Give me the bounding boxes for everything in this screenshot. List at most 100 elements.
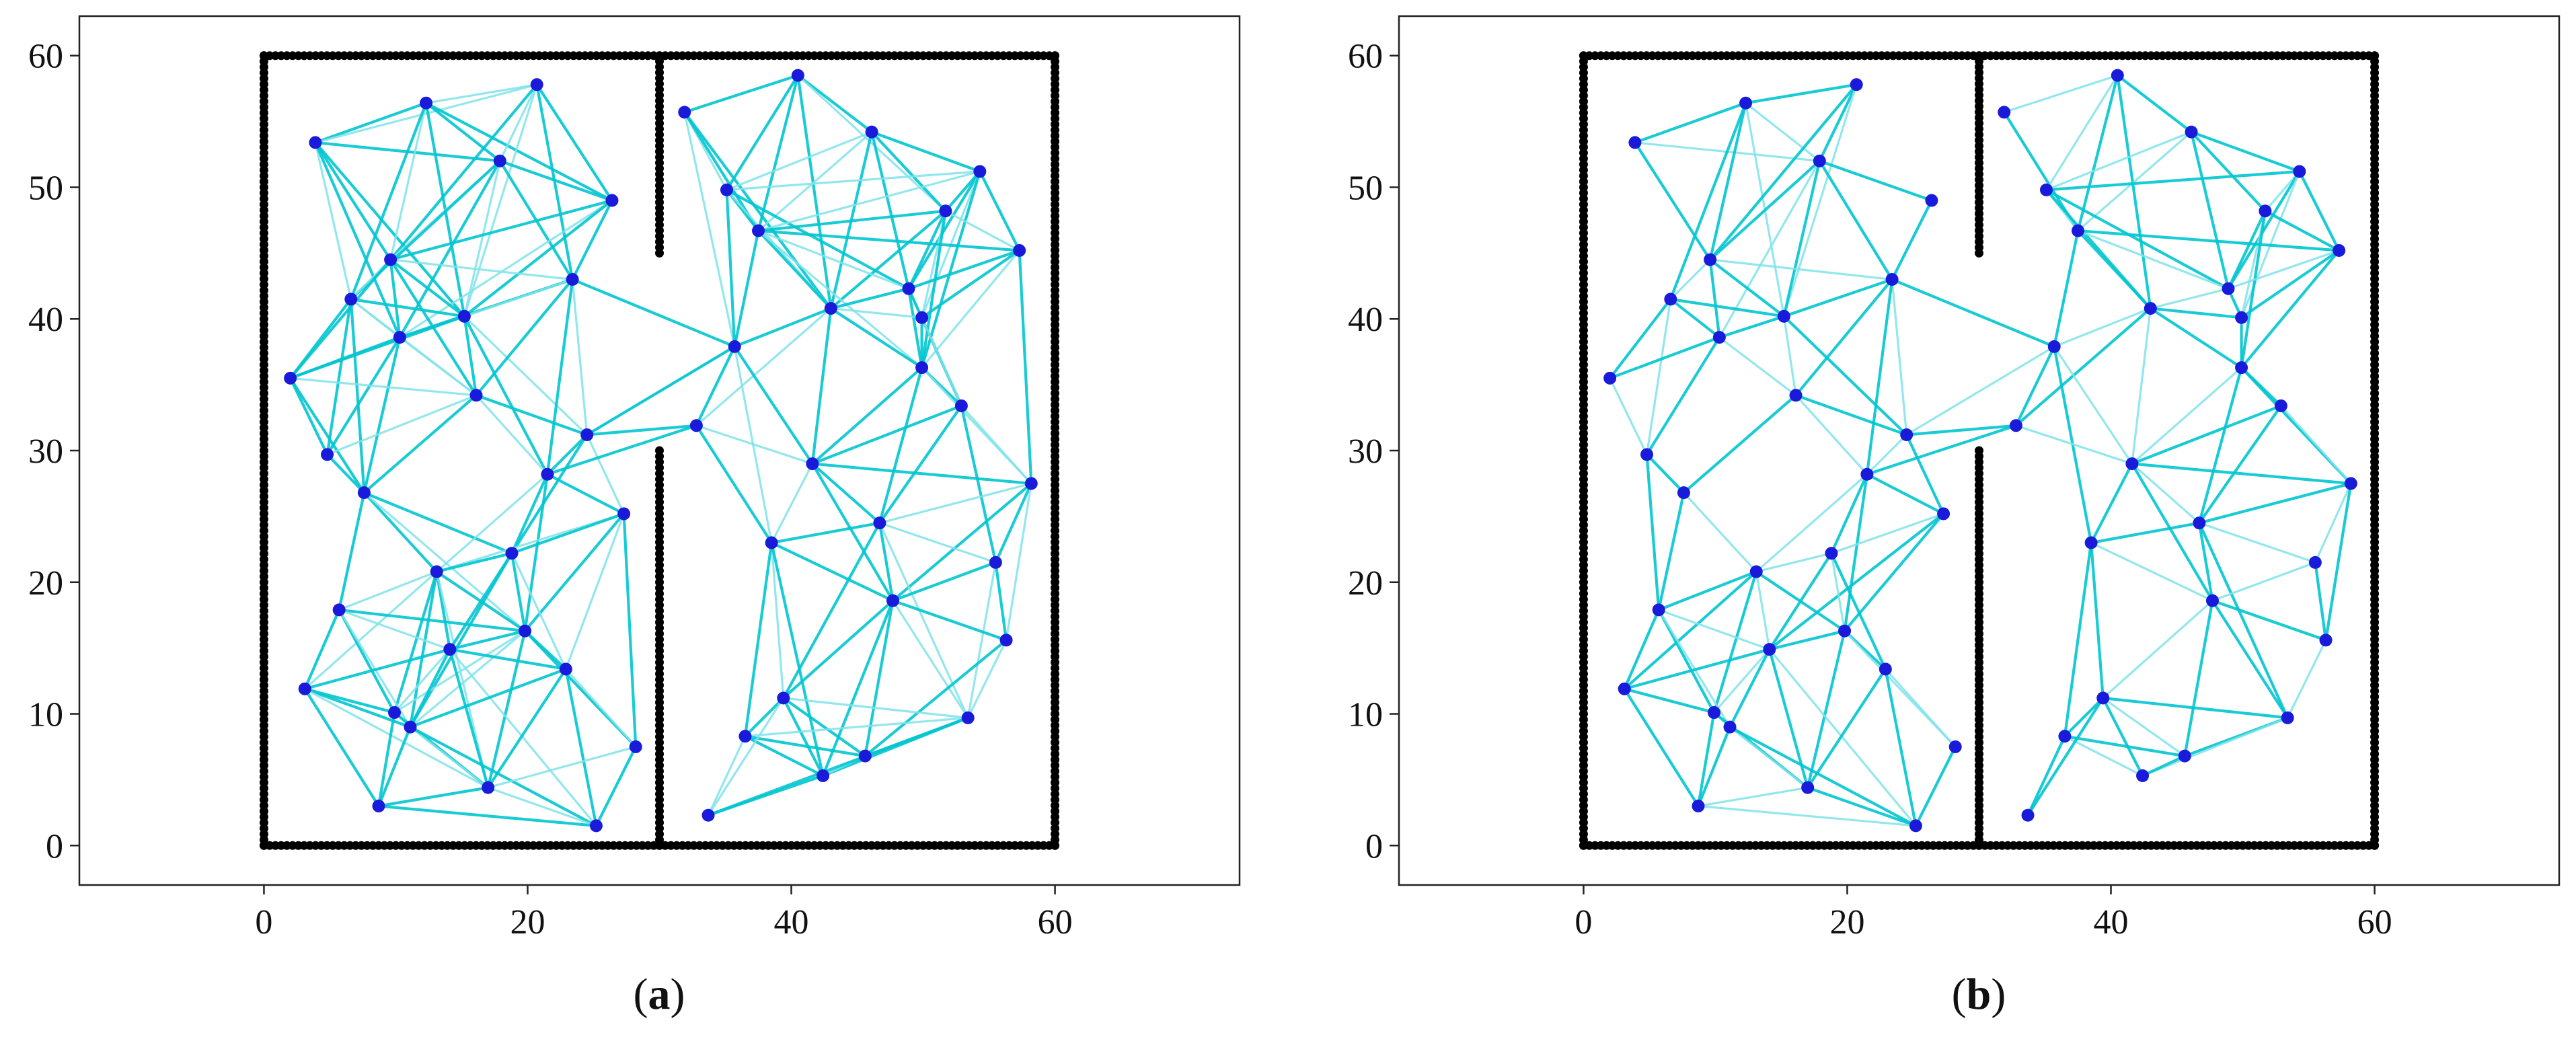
node-a-25 [404,720,417,734]
edge-b-38 [1646,453,1685,494]
edge-a-135 [725,74,800,191]
edge-a-140 [871,130,981,173]
node-b-24 [1707,706,1720,720]
edge-b-119 [2240,249,2340,319]
edge-a-60 [363,394,478,494]
edge-b-151 [2199,522,2316,564]
edge-b-129 [2014,346,2056,426]
edge-a-17 [535,84,574,280]
edge-a-117 [564,668,598,827]
edge-a-72 [546,473,625,515]
edge-b-44 [1657,492,1685,611]
edge-a-5 [313,142,402,338]
x-tick-label-b-0: 0 [1575,903,1592,942]
edge-a-114 [410,667,567,729]
node-b-27 [1801,781,1815,794]
edge-a-73 [436,473,548,573]
node-a-37 [1013,243,1026,257]
wall-a-5 [655,51,664,258]
node-a-35 [939,204,952,218]
edge-b-156 [2211,599,2326,642]
edge-a-8 [425,102,501,162]
edge-b-85 [1698,786,1808,808]
edge-a-156 [758,209,946,233]
edge-b-83 [1697,726,1731,807]
edge-b-136 [2280,405,2352,485]
edge-b-141 [2090,463,2133,543]
edge-a-218 [864,600,895,757]
edge-a-150 [944,170,981,213]
node-b-7 [1712,331,1726,344]
edge-b-106 [2264,170,2301,212]
edge-b-21 [1608,298,1672,379]
edge-b-42 [1906,424,2016,436]
edge-a-175 [831,307,922,319]
edge-b-84 [1914,746,1957,827]
edge-a-123 [410,726,597,827]
edge-a-134 [797,74,873,133]
node-b-0 [1628,136,1642,149]
edge-a-227 [745,734,866,758]
edges-b [1608,74,2353,827]
edge-b-68 [1806,630,1846,788]
edge-b-171 [2026,697,2105,816]
node-a-19 [332,603,346,617]
edge-a-62 [326,453,365,494]
edge-a-203 [771,521,880,545]
edge-b-114 [2078,229,2339,252]
edge-b-3 [1745,83,1857,105]
node-a-2 [530,78,543,91]
wall-dot [1051,51,1060,61]
edge-b-77 [1806,668,1887,789]
edge-b-14 [1782,160,1821,317]
edge-a-94 [338,609,451,651]
caption-a: (a) [634,970,685,1019]
edge-b-125 [2150,307,2242,369]
edge-a-183 [733,346,814,465]
edge-a-133 [683,112,736,347]
edge-a-226 [745,716,969,738]
edge-a-93 [338,608,525,633]
edge-b-15 [1818,160,1893,280]
edge-a-109 [449,648,597,827]
y-tick-label-b-5: 50 [1348,169,1383,207]
edge-a-234 [708,716,969,817]
edge-a-120 [377,712,396,806]
node-b-37 [2333,243,2346,257]
wall-a-4 [655,446,664,850]
edge-b-161 [2063,697,2105,738]
edge-b-130 [2053,346,2133,465]
edge-b-48 [1843,473,1868,631]
edge-b-59 [1768,552,1833,650]
edge-b-49 [1831,512,1944,555]
walls-a [259,51,1060,850]
edge-a-47 [289,315,465,380]
edge-b-60 [1830,552,1887,670]
edge-a-7 [426,83,537,104]
edge-a-145 [726,170,980,191]
edge-a-81 [436,551,513,574]
edge-b-57 [1712,571,1758,714]
axes-b: 0 20 40 60 0 10 20 30 40 50 60 [1348,38,2392,942]
wall-b-4 [1975,446,1983,850]
edge-a-77 [511,512,625,555]
node-b-51 [2319,633,2333,647]
node-a-29 [589,819,603,833]
edge-b-101 [2190,131,2230,289]
node-b-56 [2136,769,2150,783]
node-a-0 [309,136,322,149]
edge-b-159 [2183,600,2214,757]
edge-b-165 [2064,734,2185,758]
edge-a-142 [757,131,873,232]
edge-b-163 [2102,697,2186,757]
node-a-3 [493,154,506,167]
edge-b-150 [2063,542,2093,737]
edge-a-95 [303,609,341,690]
node-a-55 [858,749,872,763]
x-tick-label-a-2: 40 [774,903,809,942]
edge-b-11 [1819,159,1932,202]
edge-a-125 [595,746,638,827]
edge-a-75 [523,473,549,631]
edge-a-138 [796,75,833,309]
edge-a-151 [758,170,981,232]
